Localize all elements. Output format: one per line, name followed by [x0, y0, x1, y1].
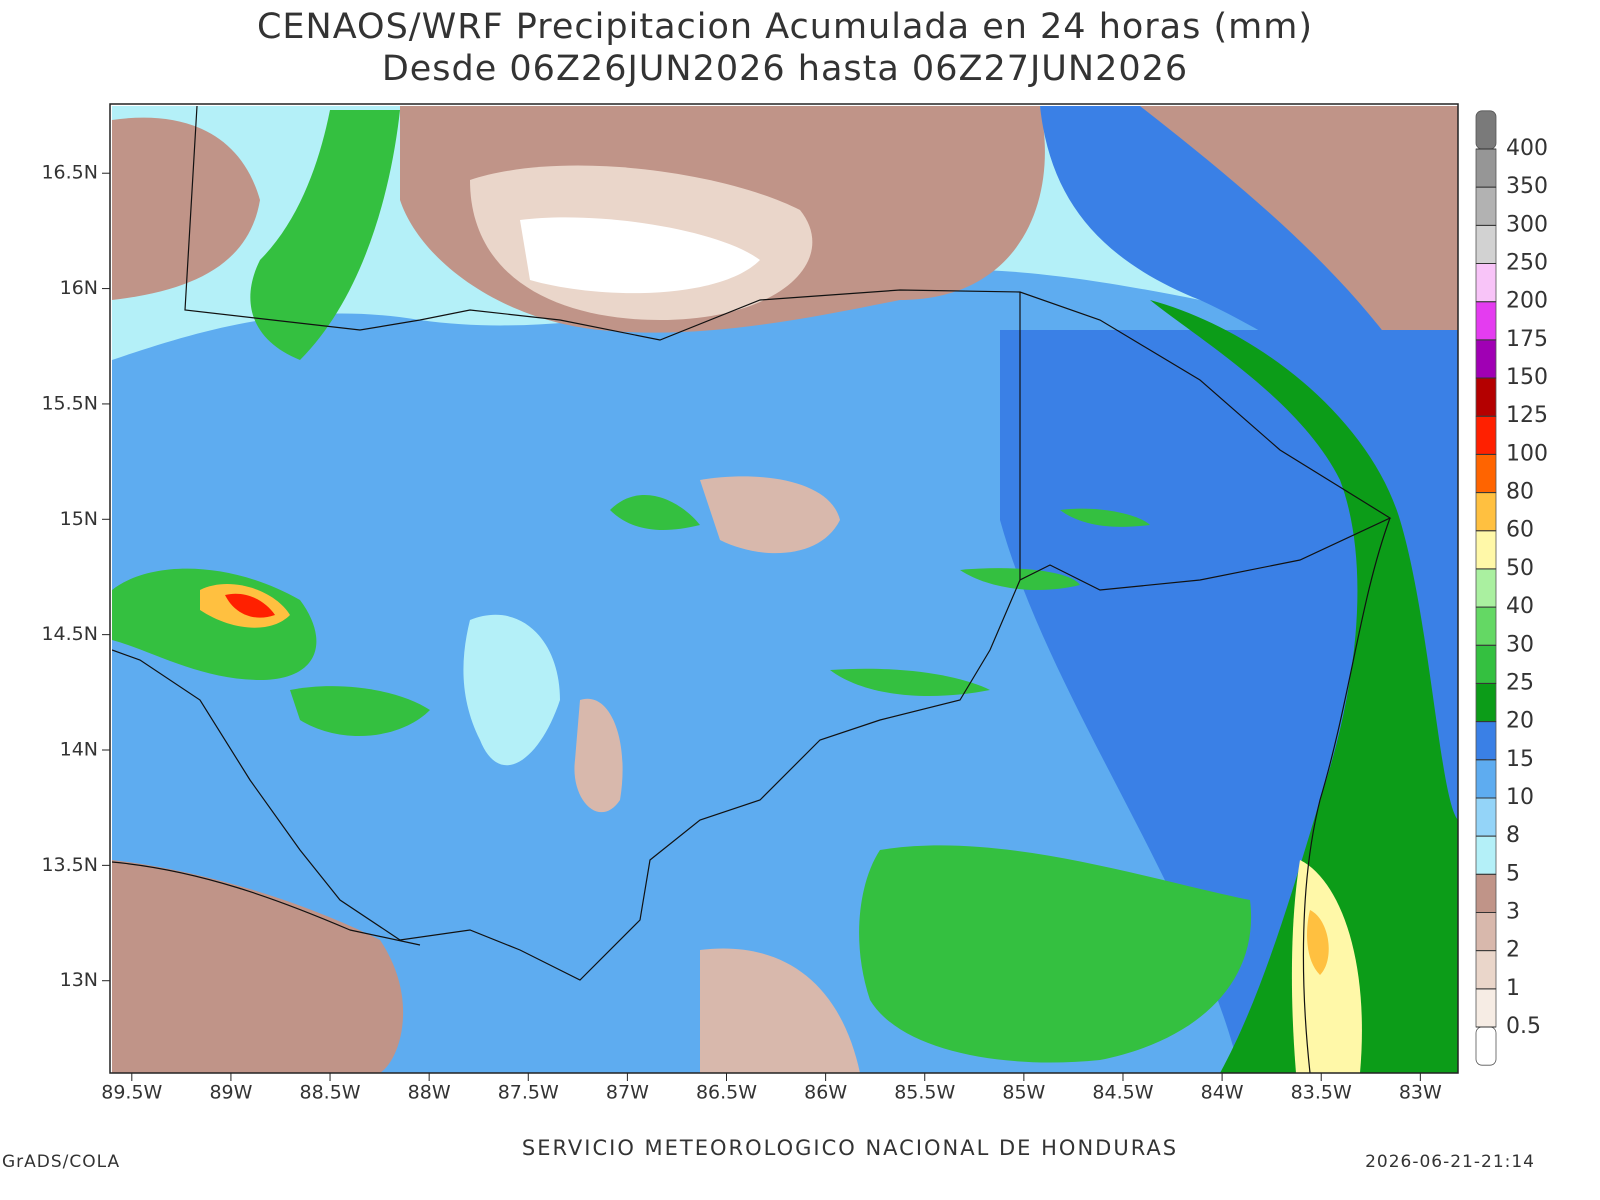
x-tick-label: 89W	[209, 1082, 252, 1104]
colorbar-box	[1475, 606, 1497, 646]
y-tick-label: 13.5N	[41, 854, 98, 876]
x-tick-label: 84.5W	[1092, 1082, 1153, 1104]
colorbar-box	[1475, 492, 1497, 532]
y-tick-label: 16N	[60, 277, 98, 299]
colorbar-label: 50	[1506, 556, 1534, 581]
y-tick-label: 14N	[60, 739, 98, 761]
colorbar-box	[1475, 530, 1497, 570]
borders	[112, 106, 1392, 1073]
colorbar-box	[1475, 759, 1497, 799]
colorbar-label: 15	[1506, 747, 1534, 772]
colorbar-label: 3	[1506, 899, 1520, 924]
y-tick-label: 15.5N	[41, 392, 98, 414]
credit: GrADS/COLA	[2, 1152, 120, 1172]
timestamp: 2026-06-21-21:14	[1365, 1152, 1535, 1172]
colorbar-label: 25	[1506, 670, 1534, 695]
colorbar-label: 8	[1506, 823, 1520, 848]
colorbar-box	[1475, 453, 1497, 493]
precip-field	[112, 106, 1458, 1073]
colorbar-label: 40	[1506, 594, 1534, 619]
colorbar-label: 30	[1506, 632, 1534, 657]
footer: SERVICIO METEOROLOGICO NACIONAL DE HONDU…	[522, 1136, 1178, 1160]
map-title: CENAOS/WRF Precipitacion Acumulada en 24…	[257, 7, 1313, 47]
colorbar-label: 60	[1506, 518, 1534, 543]
colorbar-label: 0.5	[1506, 1014, 1541, 1039]
x-tick-label: 85.5W	[894, 1082, 955, 1104]
colorbar-box	[1475, 110, 1497, 150]
colorbar-box	[1475, 683, 1497, 723]
colorbar-box	[1475, 988, 1497, 1028]
y-tick-label: 14.5N	[41, 623, 98, 645]
colorbar-label: 10	[1506, 785, 1534, 810]
map-frame	[109, 103, 1459, 1074]
x-tick-label: 83W	[1399, 1082, 1442, 1104]
x-tick-label: 88W	[408, 1082, 451, 1104]
colorbar-box	[1475, 224, 1497, 264]
colorbar-label: 5	[1506, 861, 1520, 886]
colorbar-box	[1475, 186, 1497, 226]
colorbar-label: 20	[1506, 709, 1534, 734]
x-tick-label: 88.5W	[299, 1082, 360, 1104]
colorbar-label: 125	[1506, 403, 1548, 428]
colorbar-box	[1475, 1026, 1497, 1066]
x-tick-label: 86W	[804, 1082, 847, 1104]
colorbar-label: 100	[1506, 441, 1548, 466]
colorbar-box	[1475, 721, 1497, 761]
colorbar-box	[1475, 377, 1497, 417]
colorbar-box	[1475, 568, 1497, 608]
colorbar-box	[1475, 912, 1497, 952]
colorbar-box	[1475, 415, 1497, 455]
colorbar-label: 200	[1506, 289, 1548, 314]
x-tick-label: 87.5W	[498, 1082, 559, 1104]
x-tick-label: 83.5W	[1291, 1082, 1352, 1104]
x-tick-label: 87W	[606, 1082, 649, 1104]
y-tick-label: 15N	[60, 508, 98, 530]
x-tick-label: 84W	[1201, 1082, 1244, 1104]
colorbar-box	[1475, 301, 1497, 341]
x-tick-label: 85W	[1002, 1082, 1045, 1104]
x-tick-label: 89.5W	[101, 1082, 162, 1104]
y-tick-label: 13N	[60, 969, 98, 991]
colorbar-label: 80	[1506, 480, 1534, 505]
colorbar-box	[1475, 950, 1497, 990]
colorbar-box	[1475, 148, 1497, 188]
colorbar-box	[1475, 263, 1497, 303]
map-subtitle: Desde 06Z26JUN2026 hasta 06Z27JUN2026	[382, 49, 1188, 89]
colorbar-label: 2	[1506, 938, 1520, 963]
colorbar-label: 150	[1506, 365, 1548, 390]
colorbar-box	[1475, 339, 1497, 379]
colorbar-label: 250	[1506, 251, 1548, 276]
colorbar-label: 300	[1506, 212, 1548, 237]
colorbar-box	[1475, 644, 1497, 684]
colorbar-label: 400	[1506, 136, 1548, 161]
colorbar-box	[1475, 797, 1497, 837]
x-tick-label: 86.5W	[696, 1082, 757, 1104]
colorbar-label: 350	[1506, 174, 1548, 199]
y-tick-label: 16.5N	[41, 162, 98, 184]
colorbar-label: 175	[1506, 327, 1548, 352]
colorbar-box	[1475, 873, 1497, 913]
colorbar-box	[1475, 835, 1497, 875]
colorbar-label: 1	[1506, 976, 1520, 1001]
